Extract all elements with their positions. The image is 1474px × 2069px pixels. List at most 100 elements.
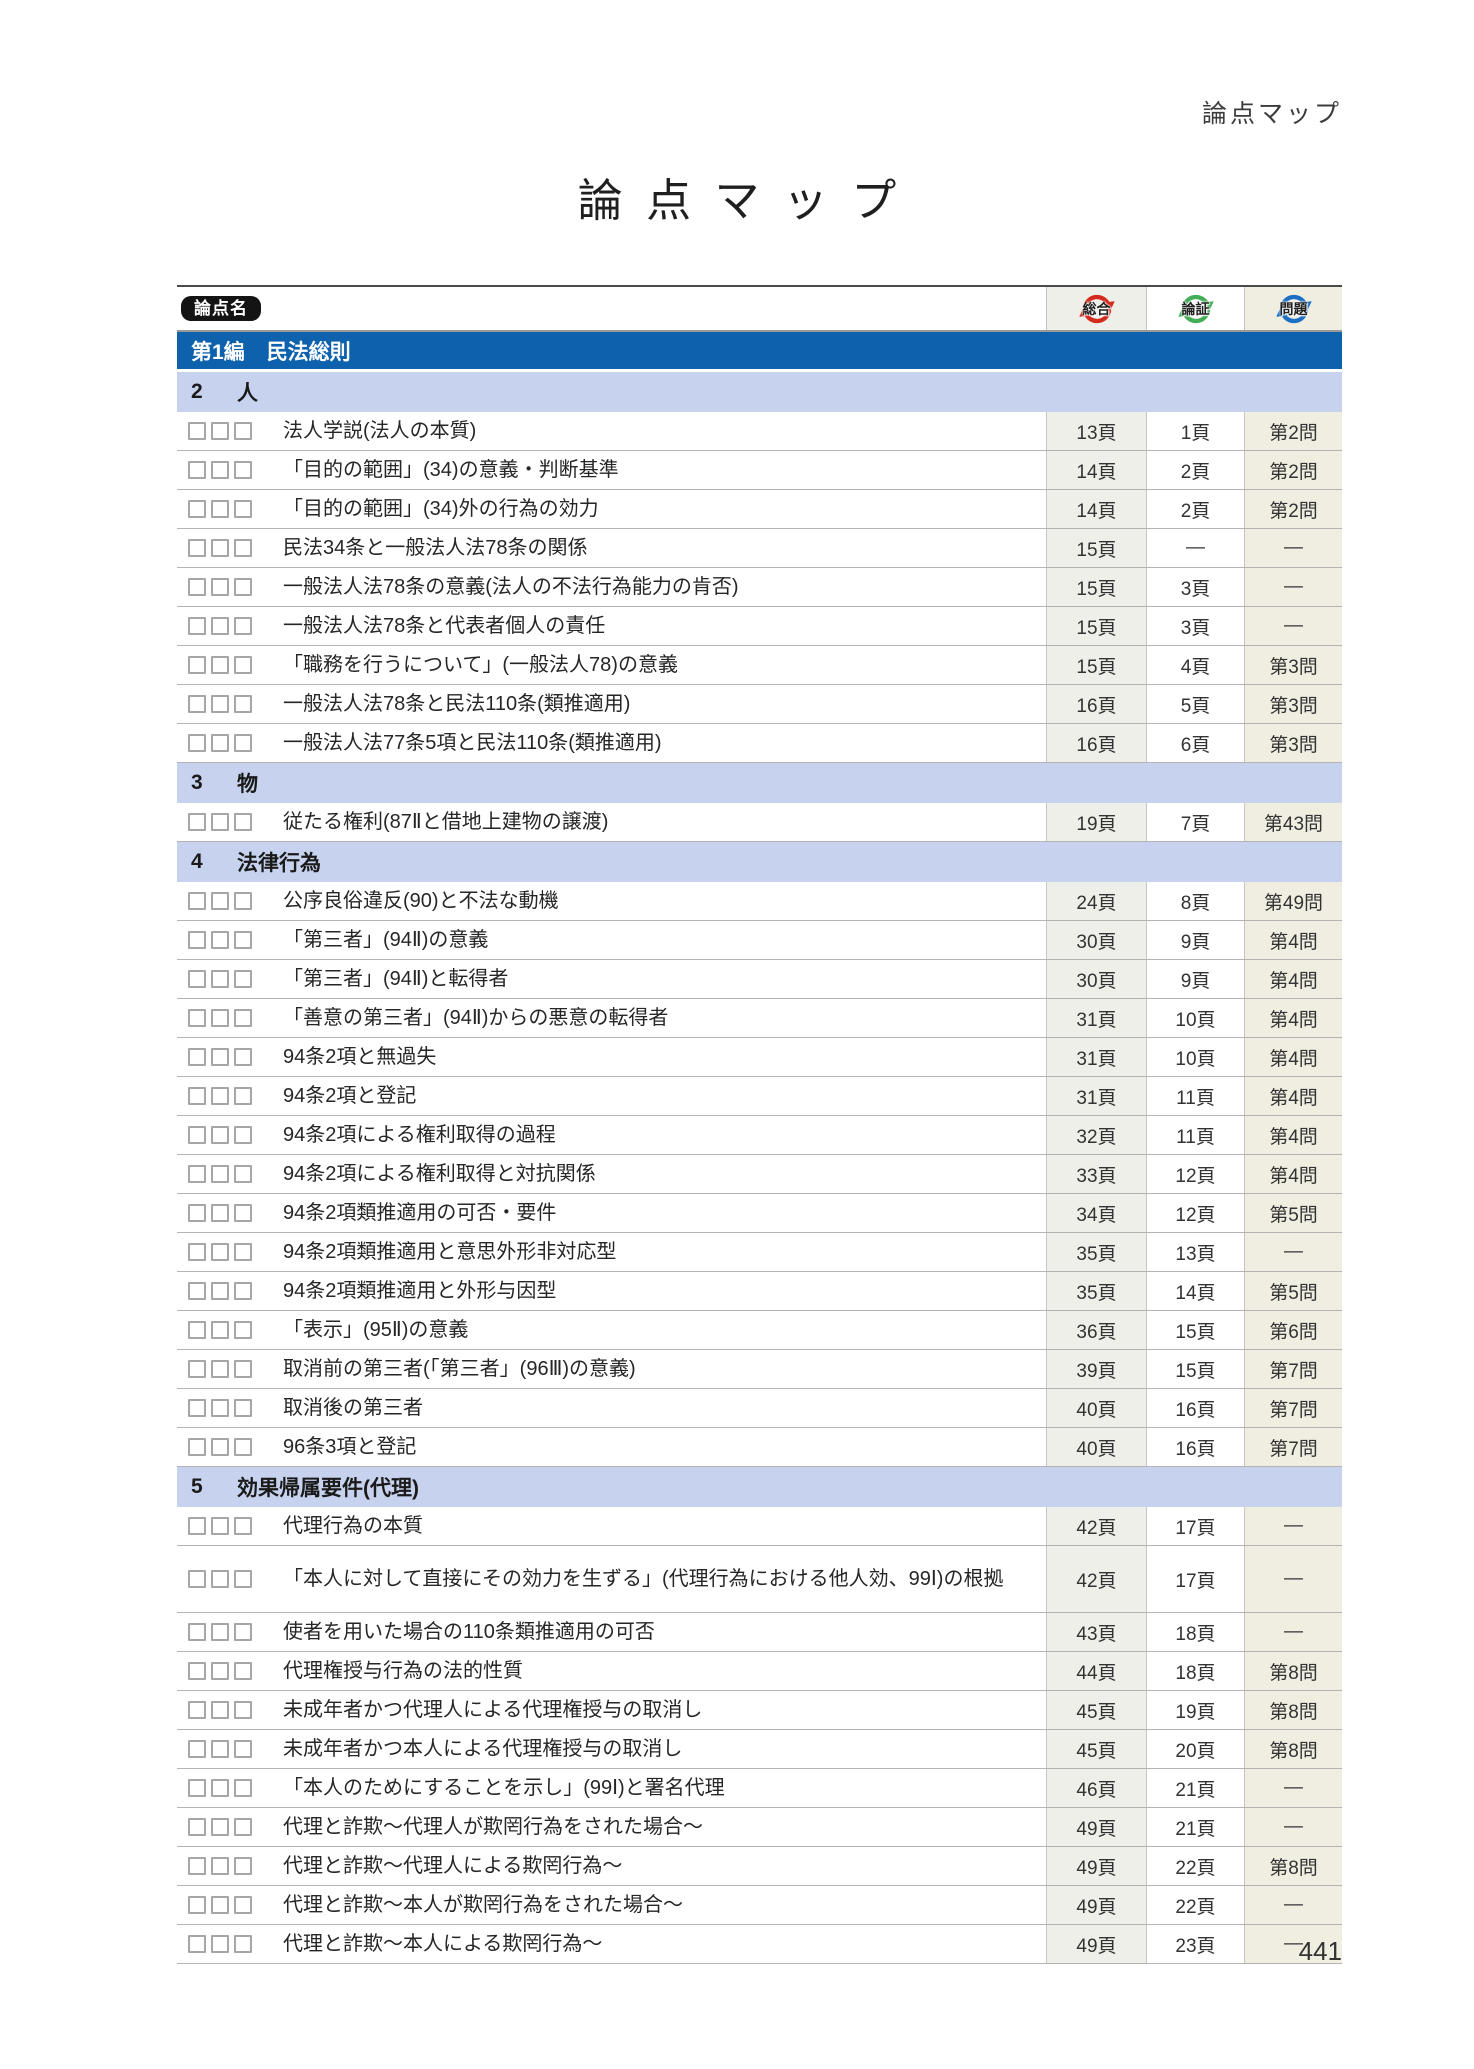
sogo-page-cell: 49頁 [1046,1925,1146,1963]
topic-cell: 94条2項類推適用と外形与因型 [177,1272,1046,1310]
checkbox [211,461,229,479]
checkbox [188,422,206,440]
topic-cell: 「目的の範囲」(34)の意義・判断基準 [177,451,1046,489]
topic-title: 「職務を行うについて」(一般法人78)の意義 [283,654,678,676]
checkbox-group [188,617,257,635]
checkbox [188,1321,206,1339]
ronsho-page-cell: 21頁 [1146,1769,1244,1807]
mondai-page-cell: 第43問 [1244,803,1342,841]
sogo-page-cell: 44頁 [1046,1652,1146,1690]
topic-cell: 代理権授与行為の法的性質 [177,1652,1046,1690]
checkbox [211,656,229,674]
mondai-page-cell: 第2問 [1244,412,1342,450]
sogo-page-cell: 14頁 [1046,451,1146,489]
checkbox [211,1399,229,1417]
checkbox [188,1399,206,1417]
checkbox-group [188,1517,257,1535]
chapter-title: 人 [237,382,258,405]
topic-title: 「本人に対して直接にその効力を生ずる」(代理行為における他人効、99Ⅰ)の根拠 [283,1568,1004,1590]
checkbox [188,1517,206,1535]
sogo-page-cell: 30頁 [1046,960,1146,998]
topic-title: 一般法人法78条の意義(法人の不法行為能力の肯否) [283,576,739,598]
topic-title: 代理と詐欺〜本人による欺罔行為〜 [283,1933,603,1955]
ronsho-page-cell: 23頁 [1146,1925,1244,1963]
mondai-page-cell: 第8問 [1244,1691,1342,1729]
sogo-page-cell: 35頁 [1046,1233,1146,1271]
table-row: 代理と詐欺〜本人が欺罔行為をされた場合〜 49頁 22頁 — [177,1886,1342,1925]
checkbox [211,1779,229,1797]
mondai-page-cell: 第3問 [1244,646,1342,684]
checkbox [234,695,252,713]
ronsho-page-cell: 10頁 [1146,1038,1244,1076]
topic-cell: 一般法人法78条と民法110条(類推適用) [177,685,1046,723]
checkbox-group [188,695,257,713]
sogo-icon-label: 総合 [1082,300,1111,317]
ronsho-page-cell: 2頁 [1146,451,1244,489]
checkbox [234,1818,252,1836]
sogo-page-cell: 49頁 [1046,1847,1146,1885]
checkbox-group [188,1438,257,1456]
ronsho-page-cell: 19頁 [1146,1691,1244,1729]
topic-cell: 代理と詐欺〜代理人が欺罔行為をされた場合〜 [177,1808,1046,1846]
checkbox [234,1243,252,1261]
mondai-page-cell: 第49問 [1244,882,1342,920]
checkbox-group [188,1204,257,1222]
checkbox-group [188,461,257,479]
checkbox [211,1204,229,1222]
topic-title: 未成年者かつ本人による代理権授与の取消し [283,1738,683,1760]
checkbox [188,1204,206,1222]
checkbox [234,539,252,557]
table-row: 94条2項による権利取得と対抗関係 33頁 12頁 第4問 [177,1155,1342,1194]
part-header-bar: 第1編 民法総則 [177,332,1342,372]
header-col-mondai: 問題 [1244,287,1342,330]
table-row: 「第三者」(94Ⅱ)の意義 30頁 9頁 第4問 [177,921,1342,960]
table-row: 代理権授与行為の法的性質 44頁 18頁 第8問 [177,1652,1342,1691]
topic-title: 「第三者」(94Ⅱ)の意義 [283,929,489,951]
mondai-page-cell: 第8問 [1244,1847,1342,1885]
ronsho-page-cell: 21頁 [1146,1808,1244,1846]
chapter-title: 物 [237,773,258,796]
checkbox [234,1204,252,1222]
table-row: 一般法人法78条の意義(法人の不法行為能力の肯否) 15頁 3頁 — [177,568,1342,607]
table-row: 94条2項類推適用の可否・要件 34頁 12頁 第5問 [177,1194,1342,1233]
checkbox [234,734,252,752]
topic-title: 94条2項と登記 [283,1085,417,1107]
checkbox-group [188,1701,257,1719]
ronsho-page-cell: 12頁 [1146,1155,1244,1193]
checkbox [234,422,252,440]
checkbox [234,813,252,831]
topic-cell: 代理と詐欺〜本人が欺罔行為をされた場合〜 [177,1886,1046,1924]
checkbox-group [188,1243,257,1261]
topic-title: 取消後の第三者 [283,1397,423,1419]
checkbox [188,1048,206,1066]
mondai-page-cell: 第3問 [1244,724,1342,762]
checkbox [188,1857,206,1875]
checkbox [234,970,252,988]
ronsho-page-cell: 11頁 [1146,1116,1244,1154]
checkbox [211,1935,229,1953]
sogo-page-cell: 40頁 [1046,1389,1146,1427]
chapter-number: 4 [191,850,203,873]
checkbox [188,1662,206,1680]
checkbox-group [188,813,257,831]
sogo-page-cell: 32頁 [1046,1116,1146,1154]
chapter-header-bar: 5 効果帰属要件(代理) [177,1467,1342,1507]
table-row: 代理行為の本質 42頁 17頁 — [177,1507,1342,1546]
checkbox [188,970,206,988]
checkbox [211,1282,229,1300]
topic-cell: 取消前の第三者(「第三者」(96Ⅲ)の意義) [177,1350,1046,1388]
ronsho-page-cell: 22頁 [1146,1847,1244,1885]
checkbox [188,461,206,479]
sogo-page-cell: 45頁 [1046,1691,1146,1729]
topic-cell: 未成年者かつ本人による代理権授与の取消し [177,1730,1046,1768]
topic-cell: 民法34条と一般法人法78条の関係 [177,529,1046,567]
checkbox [234,500,252,518]
ronsho-cycle-icon: 論証 [1177,290,1215,328]
table-row: 公序良俗違反(90)と不法な動機 24頁 8頁 第49問 [177,882,1342,921]
table-row: 94条2項と無過失 31頁 10頁 第4問 [177,1038,1342,1077]
mondai-page-cell: 第4問 [1244,921,1342,959]
checkbox [211,578,229,596]
checkbox [234,656,252,674]
topic-cell: 「本人のためにすることを示し」(99Ⅰ)と署名代理 [177,1769,1046,1807]
